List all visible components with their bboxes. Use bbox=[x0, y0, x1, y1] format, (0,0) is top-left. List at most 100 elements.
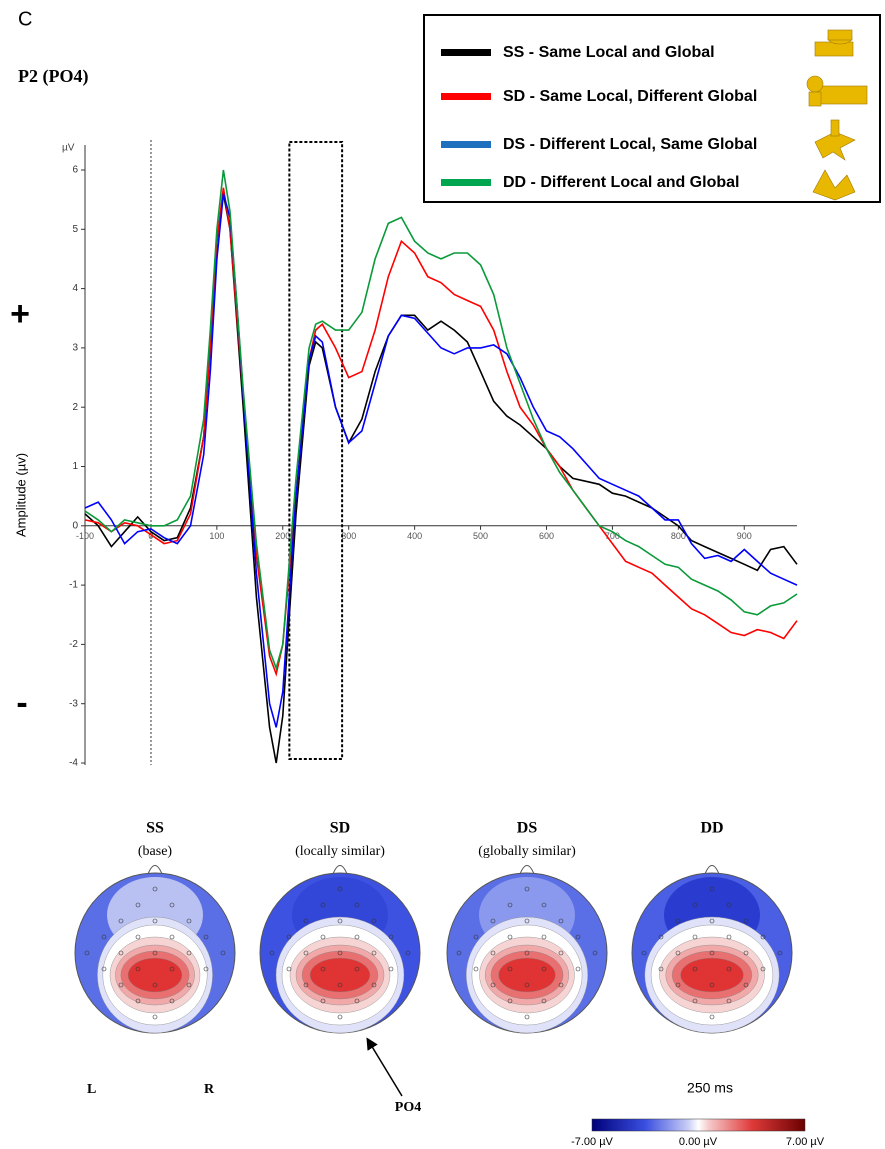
legend-label: SD - Same Local, Different Global bbox=[503, 88, 758, 105]
legend-swatch bbox=[441, 141, 491, 149]
electrode bbox=[286, 966, 292, 972]
electrode bbox=[658, 966, 664, 972]
nose bbox=[704, 865, 720, 875]
map-subtitle: (base) bbox=[138, 844, 173, 859]
electrode bbox=[709, 918, 715, 924]
electrode bbox=[118, 982, 124, 988]
electrode bbox=[203, 934, 209, 940]
electrode bbox=[186, 950, 192, 956]
colorbar-label: -7.00 µV bbox=[571, 1136, 613, 1148]
electrode bbox=[203, 966, 209, 972]
electrode bbox=[135, 934, 141, 940]
electrode bbox=[371, 918, 377, 924]
contour bbox=[127, 957, 183, 993]
chart-title: P2 (PO4) bbox=[18, 66, 88, 87]
legend: SS - Same Local and Global SD - Same Loca… bbox=[423, 14, 881, 203]
electrode bbox=[186, 918, 192, 924]
x-tick-label: 200 bbox=[275, 531, 290, 541]
electrode bbox=[354, 902, 360, 908]
electrode-arrow bbox=[366, 1037, 403, 1097]
electrode-label: PO4 bbox=[395, 1100, 421, 1115]
negative-sign: - bbox=[16, 684, 27, 722]
electrode bbox=[575, 934, 581, 940]
electrode bbox=[371, 950, 377, 956]
electrode bbox=[303, 918, 309, 924]
electrode bbox=[592, 950, 598, 956]
electrode bbox=[456, 950, 462, 956]
electrode bbox=[541, 966, 547, 972]
x-tick-label: 600 bbox=[539, 531, 554, 541]
electrode bbox=[101, 934, 107, 940]
electrode bbox=[337, 1014, 343, 1020]
electrode bbox=[507, 998, 513, 1004]
electrode bbox=[135, 966, 141, 972]
map-subtitle: (globally similar) bbox=[478, 844, 576, 859]
electrode bbox=[726, 902, 732, 908]
x-tick-label: 400 bbox=[407, 531, 422, 541]
legend-entry: SD - Same Local, Different Global bbox=[441, 88, 757, 106]
electrode bbox=[490, 918, 496, 924]
y-tick-label: 0 bbox=[72, 520, 78, 531]
electrode bbox=[743, 982, 749, 988]
electrode bbox=[490, 950, 496, 956]
panel-label: C bbox=[18, 8, 32, 30]
electrode bbox=[388, 934, 394, 940]
y-tick-label: -3 bbox=[69, 698, 78, 709]
legend-label: DD - Different Local and Global bbox=[503, 174, 740, 191]
nose bbox=[519, 865, 535, 875]
x-tick-label: 700 bbox=[605, 531, 620, 541]
electrode bbox=[726, 966, 732, 972]
electrode bbox=[641, 950, 647, 956]
electrode bbox=[473, 934, 479, 940]
y-tick-label: 4 bbox=[72, 283, 78, 294]
topomap bbox=[74, 865, 236, 1034]
colorbar-label: 0.00 µV bbox=[679, 1136, 718, 1148]
electrode bbox=[84, 950, 90, 956]
legend-swatch bbox=[441, 93, 491, 101]
electrode bbox=[760, 966, 766, 972]
y-unit: µV bbox=[62, 143, 75, 154]
series-line bbox=[84, 193, 798, 728]
x-tick-label: 500 bbox=[473, 531, 488, 541]
legend-swatch bbox=[441, 179, 491, 187]
electrode bbox=[541, 902, 547, 908]
electrode bbox=[169, 934, 175, 940]
electrode bbox=[709, 1014, 715, 1020]
electrode bbox=[558, 950, 564, 956]
nose bbox=[147, 865, 163, 875]
positive-sign: + bbox=[10, 295, 30, 333]
y-tick-label: 5 bbox=[72, 224, 78, 235]
electrode bbox=[169, 966, 175, 972]
contour bbox=[309, 957, 371, 993]
left-label: L bbox=[87, 1082, 96, 1097]
electrode bbox=[269, 950, 275, 956]
series-line bbox=[84, 187, 798, 677]
electrode bbox=[524, 918, 530, 924]
electrode bbox=[675, 950, 681, 956]
electrode bbox=[135, 902, 141, 908]
electrode bbox=[152, 918, 158, 924]
y-tick-label: -4 bbox=[69, 758, 78, 769]
electrode bbox=[575, 966, 581, 972]
electrode bbox=[558, 982, 564, 988]
electrode bbox=[692, 966, 698, 972]
legend-label: DS - Different Local, Same Global bbox=[503, 136, 758, 153]
topomap bbox=[631, 865, 793, 1034]
electrode bbox=[692, 998, 698, 1004]
map-title: SD bbox=[330, 820, 350, 837]
electrode bbox=[320, 966, 326, 972]
electrode bbox=[337, 982, 343, 988]
electrode bbox=[320, 934, 326, 940]
electrode bbox=[320, 998, 326, 1004]
x-tick-label: 100 bbox=[209, 531, 224, 541]
electrode bbox=[303, 982, 309, 988]
electrode bbox=[709, 886, 715, 892]
electrode bbox=[760, 934, 766, 940]
y-tick-label: -2 bbox=[69, 639, 78, 650]
electrode bbox=[743, 918, 749, 924]
electrode bbox=[101, 966, 107, 972]
y-tick-label: 1 bbox=[72, 461, 78, 472]
time-window bbox=[288, 141, 344, 760]
